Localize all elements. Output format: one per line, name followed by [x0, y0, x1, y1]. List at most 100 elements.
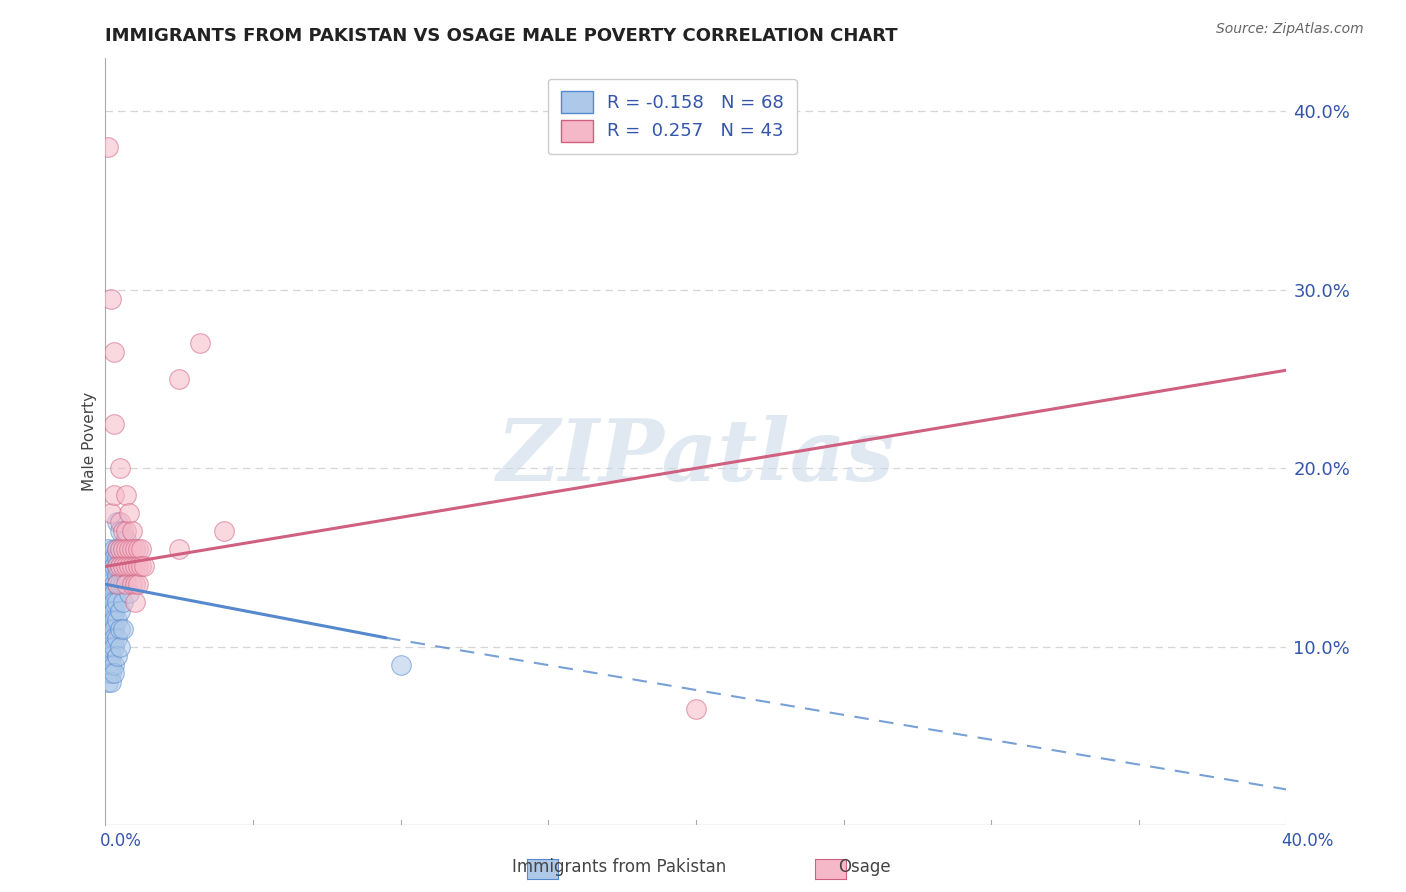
Point	[103, 550, 125, 565]
Point	[121, 541, 143, 556]
Point	[105, 541, 128, 556]
Point	[105, 577, 128, 591]
Point	[100, 559, 122, 574]
Point	[110, 541, 132, 556]
Point	[115, 568, 138, 582]
Point	[103, 666, 125, 681]
Point	[118, 586, 141, 600]
Point	[127, 577, 149, 591]
Point	[110, 461, 132, 475]
Point	[100, 666, 122, 681]
Point	[188, 336, 211, 351]
Point	[110, 524, 132, 538]
Point	[97, 595, 120, 609]
Point	[112, 559, 135, 574]
Point	[105, 613, 128, 627]
Point	[103, 541, 125, 556]
Point	[115, 533, 138, 547]
Point	[100, 586, 122, 600]
Point	[112, 622, 135, 636]
Point	[100, 622, 122, 636]
Point	[124, 595, 146, 609]
Point	[100, 292, 122, 306]
Point	[121, 524, 143, 538]
Point	[97, 604, 120, 618]
Point	[100, 604, 122, 618]
Point	[121, 577, 143, 591]
Point	[103, 577, 125, 591]
Point	[115, 559, 138, 574]
Point	[118, 506, 141, 520]
Point	[97, 541, 120, 556]
Point	[100, 648, 122, 663]
Point	[100, 657, 122, 672]
Point	[110, 541, 132, 556]
Point	[132, 559, 155, 574]
Point	[115, 524, 138, 538]
Point	[100, 595, 122, 609]
Point	[100, 640, 122, 654]
Point	[103, 613, 125, 627]
Text: 0.0%: 0.0%	[100, 831, 142, 849]
Point	[97, 640, 120, 654]
Point	[110, 640, 132, 654]
Point	[110, 559, 132, 574]
Point	[115, 488, 138, 502]
Point	[97, 657, 120, 672]
Point	[97, 675, 120, 690]
Text: Source: ZipAtlas.com: Source: ZipAtlas.com	[1216, 22, 1364, 37]
Point	[129, 559, 152, 574]
Point	[112, 524, 135, 538]
Point	[103, 657, 125, 672]
Point	[103, 417, 125, 431]
Point	[112, 595, 135, 609]
Point	[105, 515, 128, 529]
Point	[112, 559, 135, 574]
Text: Osage: Osage	[838, 858, 891, 876]
Point	[103, 604, 125, 618]
Point	[100, 506, 122, 520]
Point	[100, 550, 122, 565]
Point	[103, 488, 125, 502]
Point	[105, 550, 128, 565]
Point	[110, 515, 132, 529]
Point	[105, 595, 128, 609]
Point	[103, 559, 125, 574]
Point	[115, 541, 138, 556]
Point	[103, 586, 125, 600]
Point	[100, 613, 122, 627]
Point	[97, 613, 120, 627]
Point	[105, 577, 128, 591]
Text: 40.0%: 40.0%	[1281, 831, 1334, 849]
Point	[97, 666, 120, 681]
Point	[110, 604, 132, 618]
Point	[100, 675, 122, 690]
Point	[110, 622, 132, 636]
Point	[105, 541, 128, 556]
Text: IMMIGRANTS FROM PAKISTAN VS OSAGE MALE POVERTY CORRELATION CHART: IMMIGRANTS FROM PAKISTAN VS OSAGE MALE P…	[105, 28, 898, 45]
Point	[105, 568, 128, 582]
Point	[212, 524, 235, 538]
Point	[112, 541, 135, 556]
Point	[124, 541, 146, 556]
Legend: R = -0.158   N = 68, R =  0.257   N = 43: R = -0.158 N = 68, R = 0.257 N = 43	[548, 78, 797, 154]
Point	[103, 345, 125, 359]
Point	[97, 577, 120, 591]
Point	[97, 648, 120, 663]
Point	[127, 559, 149, 574]
Point	[112, 541, 135, 556]
Point	[118, 559, 141, 574]
Point	[105, 559, 128, 574]
Point	[105, 631, 128, 645]
Point	[103, 595, 125, 609]
Point	[115, 550, 138, 565]
Point	[118, 559, 141, 574]
Point	[110, 559, 132, 574]
Point	[121, 559, 143, 574]
Text: ZIPatlas: ZIPatlas	[496, 415, 896, 499]
Point	[124, 577, 146, 591]
Point	[110, 577, 132, 591]
Point	[124, 559, 146, 574]
Text: Immigrants from Pakistan: Immigrants from Pakistan	[512, 858, 725, 876]
Point	[129, 541, 152, 556]
